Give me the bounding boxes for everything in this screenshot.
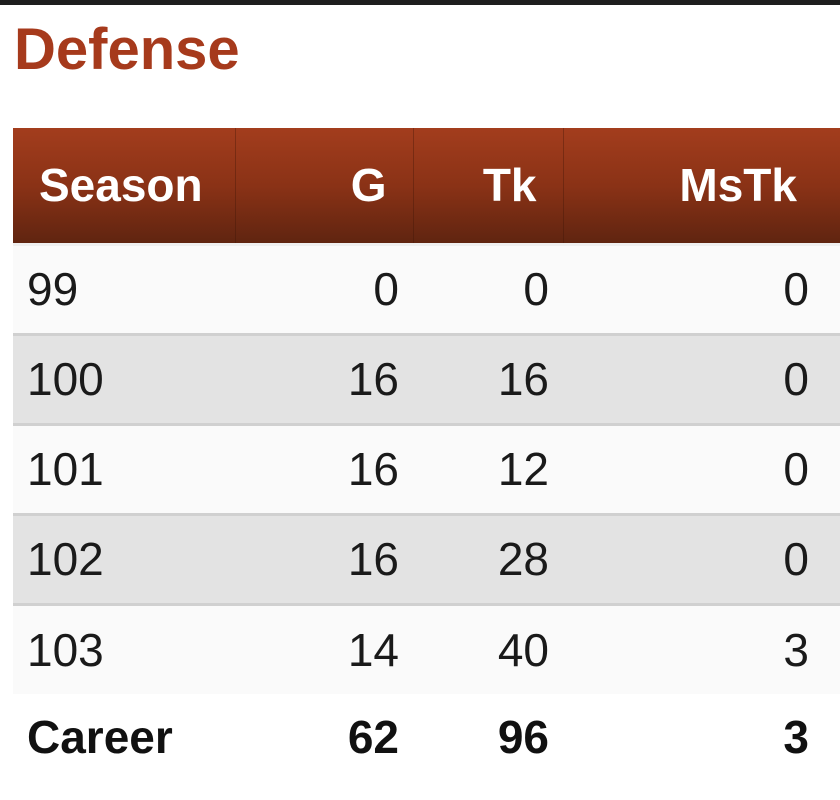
cell-g: 16 [347,533,399,585]
page-title: Defense [14,17,240,82]
table-row: 103 14 40 3 [13,604,840,694]
column-header-mstk[interactable]: MsTk [679,159,797,212]
cell-season: 100 [27,353,104,405]
career-tk: 96 [497,711,549,763]
table-row: 100 16 16 0 [13,334,840,424]
cell-mstk: 0 [783,353,809,405]
top-status-bar [0,0,840,5]
career-mstk: 3 [783,711,809,763]
cell-season: 103 [27,623,104,676]
table-body: 99 0 0 0 100 16 16 0 101 16 12 0 102 16 … [13,244,840,780]
cell-mstk: 3 [783,623,809,676]
career-label: Career [27,711,173,763]
cell-g: 16 [347,443,399,495]
career-total-row: Career 62 96 3 [13,694,840,780]
cell-tk: 16 [497,353,549,405]
cell-tk: 28 [497,533,549,585]
cell-tk: 40 [497,623,549,676]
column-header-tk[interactable]: Tk [413,128,564,244]
cell-tk: 0 [523,263,549,315]
column-header-g[interactable]: G [235,128,414,244]
cell-season: 101 [27,443,104,495]
cell-tk: 12 [497,443,549,495]
cell-g: 16 [347,353,399,405]
cell-g: 14 [347,623,399,676]
cell-season: 102 [27,533,104,585]
table-header: Season G Tk MsTk [13,128,840,244]
cell-g: 0 [373,263,399,315]
career-g: 62 [347,711,399,763]
cell-mstk: 0 [783,443,809,495]
table-row: 99 0 0 0 [13,244,840,334]
cell-mstk: 0 [783,263,809,315]
header-row: Season G Tk MsTk [13,128,840,244]
table-row: 102 16 28 0 [13,514,840,604]
cell-season: 99 [27,263,79,315]
cell-mstk: 0 [783,533,809,585]
column-header-season[interactable]: Season [13,128,236,244]
table-row: 101 16 12 0 [13,424,840,514]
defense-stats-table: Season G Tk MsTk 99 0 0 0 100 16 16 0 10… [13,128,840,780]
